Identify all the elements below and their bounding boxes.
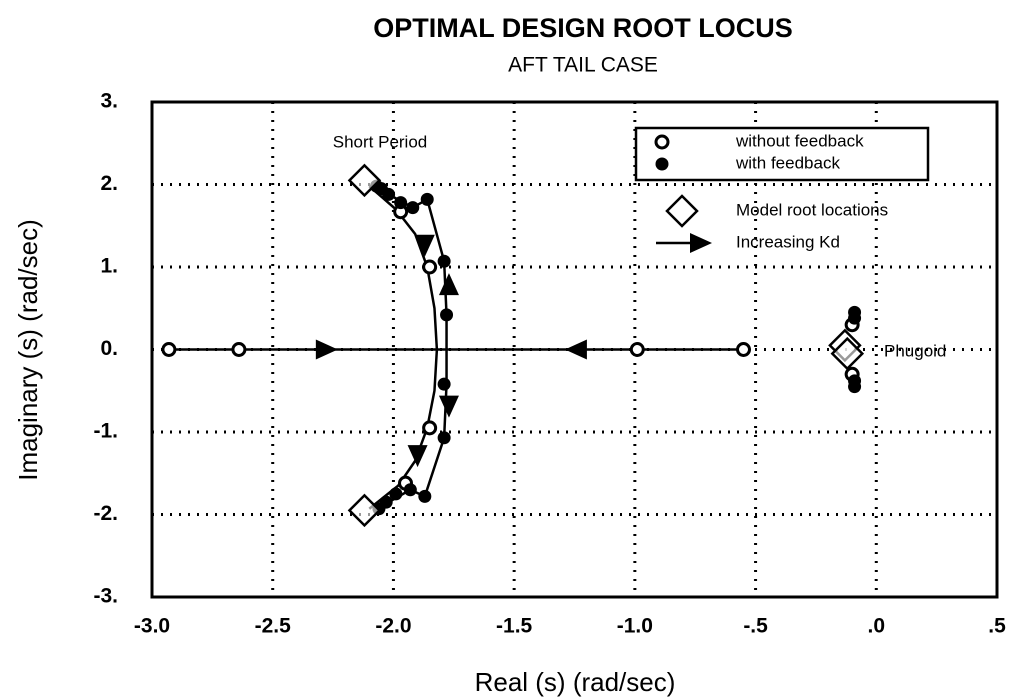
filled-marker [420,192,434,206]
diamond-marker [347,163,382,198]
x-tick-label: .0 [868,615,886,638]
filled-marker [848,380,862,394]
legend-box [634,126,930,182]
x-tick-label: -3.0 [134,615,170,638]
open-marker [736,342,751,357]
y-tick-label: 0. [100,337,118,360]
y-tick-label: -1. [93,420,118,443]
chart-subtitle: AFT TAIL CASE [508,54,658,77]
legend-label: with feedback [735,153,840,172]
y-tick-label: -2. [93,502,118,525]
filled-marker [382,187,396,201]
open-marker [629,342,645,357]
x-tick-label: -2.5 [255,615,292,638]
filled-marker [848,311,862,325]
plot-frame [150,100,999,599]
x-axis-label: Real (s) (rad/sec) [475,667,676,697]
y-tick-label: 3. [100,90,118,113]
y-tick-label: -3. [93,585,118,608]
filled-marker [440,308,454,322]
open-marker [422,420,438,436]
y-axis-label: Imaginary (s) (rad/sec) [13,219,43,481]
arrow-marker [564,339,587,360]
arrow-marker [414,234,435,257]
filled-marker [437,431,451,445]
annotation: Short Period [333,132,428,151]
x-tick-label: -1.0 [617,615,653,638]
filled-marker [437,377,451,391]
arrow-marker [438,273,459,296]
locus-line [368,185,439,510]
open-marker [422,259,438,275]
x-tick-label: -2.0 [375,615,411,638]
diamond-marker [830,336,865,371]
open-marker [161,342,177,357]
filled-marker [437,254,451,268]
filled-marker [406,201,420,215]
legend-label: without feedback [735,131,864,150]
arrow-marker [315,339,338,360]
filled-marker [394,196,408,210]
legend-label: Increasing Kd [736,232,840,251]
arrow-marker [407,445,428,468]
open-marker [654,134,670,150]
y-tick-label: 1. [100,255,118,278]
filled-marker [418,489,432,503]
filled-marker [389,487,403,501]
x-tick-label: -1.5 [496,615,533,638]
arrow-marker [690,233,712,253]
arrow-marker [438,395,459,418]
filled-marker [403,483,417,497]
open-marker [231,342,247,357]
x-tick-label: .5 [988,615,1006,638]
y-tick-label: 2. [100,172,118,195]
diamond-marker [665,194,699,228]
chart-title: OPTIMAL DESIGN ROOT LOCUS [373,13,793,43]
diamond-marker [347,493,382,528]
legend-label: Model root locations [736,200,888,219]
annotation: Phugoid [884,341,946,360]
x-tick-label: -.5 [743,615,768,638]
filled-marker [655,157,669,171]
